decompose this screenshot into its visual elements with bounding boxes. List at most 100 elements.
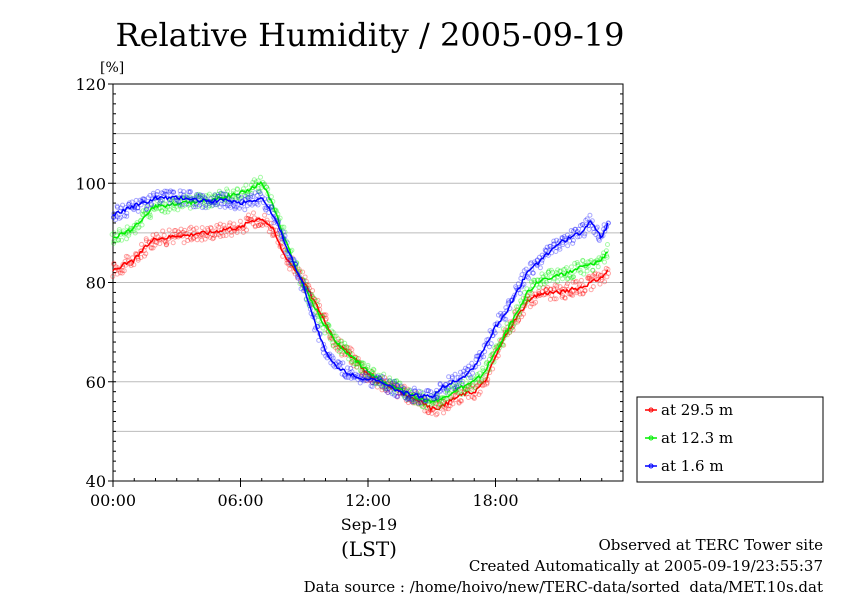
series-point — [124, 236, 130, 242]
series-point — [186, 226, 192, 232]
series-point — [224, 186, 230, 192]
series-point — [546, 268, 552, 274]
series-point — [198, 233, 204, 239]
series-point — [423, 398, 429, 404]
series-point — [471, 396, 477, 402]
series-point — [539, 271, 545, 277]
series-point — [376, 375, 382, 381]
series-point — [311, 295, 317, 301]
series-point — [479, 376, 485, 382]
series-point — [438, 395, 444, 401]
series-point — [473, 385, 479, 391]
series-point — [166, 227, 172, 233]
series-point — [203, 202, 209, 208]
series-point — [498, 310, 504, 316]
series-point — [576, 289, 582, 295]
series-point — [457, 390, 463, 396]
series-point — [344, 345, 350, 351]
series-point — [555, 279, 561, 285]
series-point — [466, 372, 472, 378]
series-point — [152, 242, 158, 248]
series-point — [234, 229, 240, 235]
series-point — [587, 212, 593, 218]
series-point — [556, 244, 562, 250]
series-point — [218, 190, 224, 196]
series-point — [472, 377, 478, 383]
series-point — [330, 355, 336, 361]
series-point — [205, 193, 211, 199]
series-point — [480, 365, 486, 371]
series-point — [215, 193, 221, 199]
series-point — [565, 243, 571, 249]
series-point — [351, 361, 357, 367]
series-point — [385, 389, 391, 395]
series-point — [497, 337, 503, 343]
series-point — [175, 229, 181, 235]
series-point — [580, 221, 586, 227]
series-point — [322, 330, 328, 336]
series-point — [255, 188, 261, 194]
series-point — [450, 392, 456, 398]
series-point — [457, 380, 463, 386]
series-point — [530, 270, 536, 276]
series-point — [139, 248, 145, 254]
x-axis-date-label: Sep-19 — [341, 515, 397, 534]
series-point — [500, 326, 506, 332]
series-point — [114, 214, 120, 220]
series-point — [140, 196, 146, 202]
series-point — [450, 383, 456, 389]
series-point — [580, 258, 586, 264]
series-point — [209, 203, 215, 209]
series-point — [113, 217, 119, 223]
series-point — [528, 279, 534, 285]
series-point — [154, 191, 160, 197]
series-point — [164, 192, 170, 198]
series-point — [595, 271, 601, 277]
series-point — [287, 258, 293, 264]
series-point — [536, 288, 542, 294]
series-point — [469, 387, 475, 393]
series-point — [211, 235, 217, 241]
series-point — [555, 274, 561, 280]
series-point — [346, 356, 352, 362]
legend-marker — [648, 407, 654, 413]
series-point — [410, 400, 416, 406]
series-point — [171, 189, 177, 195]
y-tick-label: 40 — [86, 472, 106, 491]
legend-label: at 12.3 m — [661, 429, 733, 447]
series-point — [382, 378, 388, 384]
series-point — [283, 249, 289, 255]
series-point — [175, 232, 181, 238]
series-point — [520, 311, 526, 317]
series-point — [126, 202, 132, 208]
series-point — [216, 193, 222, 199]
series-point — [570, 228, 576, 234]
series-point — [155, 188, 161, 194]
series-point — [481, 354, 487, 360]
series-point — [201, 204, 207, 210]
series-point — [375, 376, 381, 382]
series-point — [325, 322, 331, 328]
series-point — [454, 383, 460, 389]
annotation-created: Created Automatically at 2005-09-19/23:5… — [469, 557, 823, 575]
series-point — [449, 374, 455, 380]
series-point — [570, 240, 576, 246]
series-point — [484, 381, 490, 387]
series-point — [435, 392, 441, 398]
series-point — [348, 365, 354, 371]
series-point — [473, 379, 479, 385]
series-point — [523, 266, 529, 272]
series-point — [425, 410, 431, 416]
series-point — [406, 394, 412, 400]
series-point — [119, 268, 125, 274]
series-point — [543, 272, 549, 278]
series-point — [118, 214, 124, 220]
series-point — [511, 309, 517, 315]
series-point — [266, 229, 272, 235]
series-point — [352, 373, 358, 379]
series-point — [342, 352, 348, 358]
series-point — [514, 304, 520, 310]
series-point — [461, 368, 467, 374]
series-point — [171, 228, 177, 234]
series-point — [282, 229, 288, 235]
